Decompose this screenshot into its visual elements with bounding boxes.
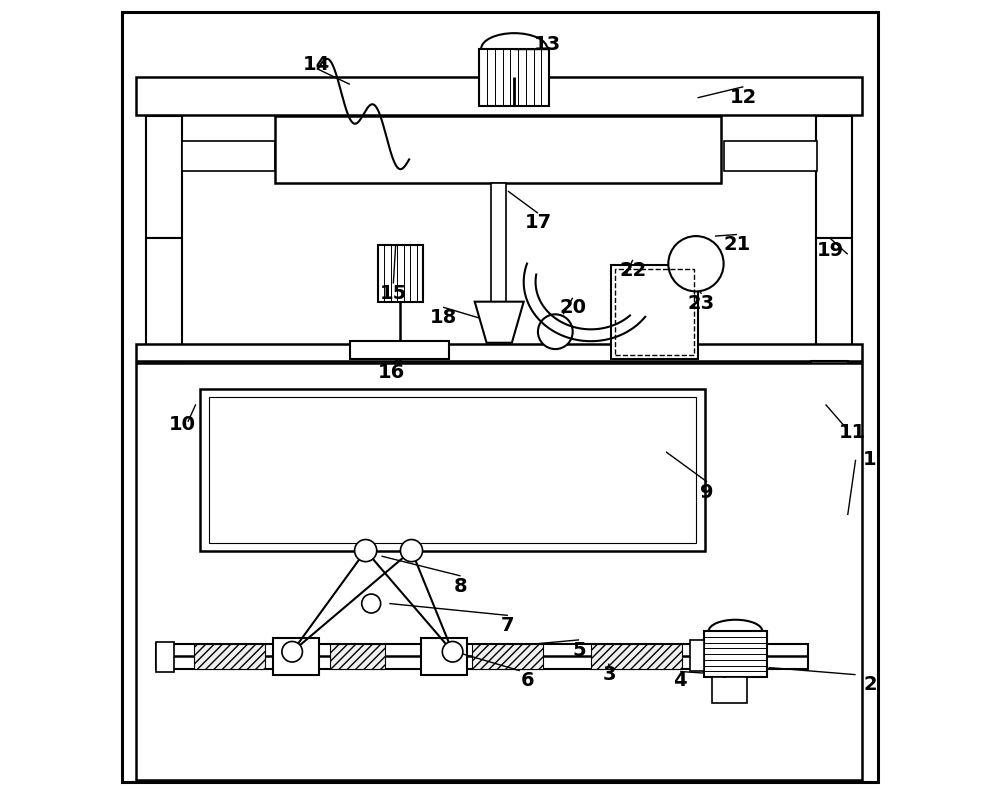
Bar	[330, 644, 385, 669]
Text: 3: 3	[602, 665, 616, 684]
Bar	[479, 49, 549, 105]
Bar	[209, 396, 696, 542]
Bar	[472, 644, 543, 669]
Text: 16: 16	[377, 363, 405, 382]
Text: 8: 8	[454, 577, 467, 596]
Bar	[783, 393, 830, 410]
Bar	[378, 245, 423, 301]
Bar	[146, 116, 182, 239]
Bar	[777, 378, 836, 416]
Text: 12: 12	[730, 88, 757, 107]
Text: 18: 18	[429, 308, 457, 327]
Circle shape	[362, 594, 381, 613]
Bar	[194, 644, 265, 669]
Circle shape	[355, 539, 377, 561]
Bar	[182, 141, 275, 171]
Bar	[421, 638, 467, 675]
Text: 14: 14	[303, 55, 330, 74]
Circle shape	[538, 314, 573, 349]
Text: 6: 6	[521, 672, 534, 691]
Bar	[273, 638, 319, 675]
Text: 2: 2	[863, 676, 877, 695]
Bar	[350, 341, 449, 358]
Text: 17: 17	[524, 213, 551, 232]
Bar	[690, 640, 704, 672]
Bar	[275, 116, 721, 183]
Bar	[816, 116, 852, 239]
Bar	[816, 239, 852, 361]
Bar	[156, 642, 174, 672]
Text: 13: 13	[534, 36, 561, 55]
Text: 4: 4	[673, 672, 687, 691]
Bar	[615, 270, 694, 354]
Circle shape	[282, 642, 302, 662]
Bar	[136, 362, 862, 780]
Text: 7: 7	[501, 616, 515, 635]
Bar	[136, 343, 862, 361]
Bar	[491, 183, 506, 301]
Text: 23: 23	[688, 293, 715, 312]
Bar	[169, 390, 216, 408]
Bar	[724, 141, 817, 171]
Bar	[146, 239, 182, 361]
Circle shape	[400, 539, 423, 561]
Text: 9: 9	[700, 484, 714, 503]
Bar	[200, 389, 705, 550]
Polygon shape	[475, 301, 524, 343]
Text: 21: 21	[723, 236, 751, 255]
Bar	[136, 77, 862, 115]
Text: 20: 20	[559, 298, 586, 317]
Text: 11: 11	[839, 423, 866, 442]
Bar	[712, 677, 747, 703]
Bar	[611, 266, 698, 358]
Text: 10: 10	[169, 415, 196, 434]
Bar	[704, 631, 767, 677]
Text: 22: 22	[619, 261, 646, 280]
Circle shape	[668, 236, 724, 291]
Bar	[156, 644, 808, 669]
Circle shape	[442, 642, 463, 662]
Text: 1: 1	[863, 450, 877, 469]
Text: 19: 19	[817, 241, 844, 260]
Bar	[811, 361, 848, 452]
Text: 15: 15	[380, 284, 407, 303]
Bar	[591, 644, 682, 669]
Text: 5: 5	[572, 642, 586, 661]
Bar	[163, 376, 222, 414]
